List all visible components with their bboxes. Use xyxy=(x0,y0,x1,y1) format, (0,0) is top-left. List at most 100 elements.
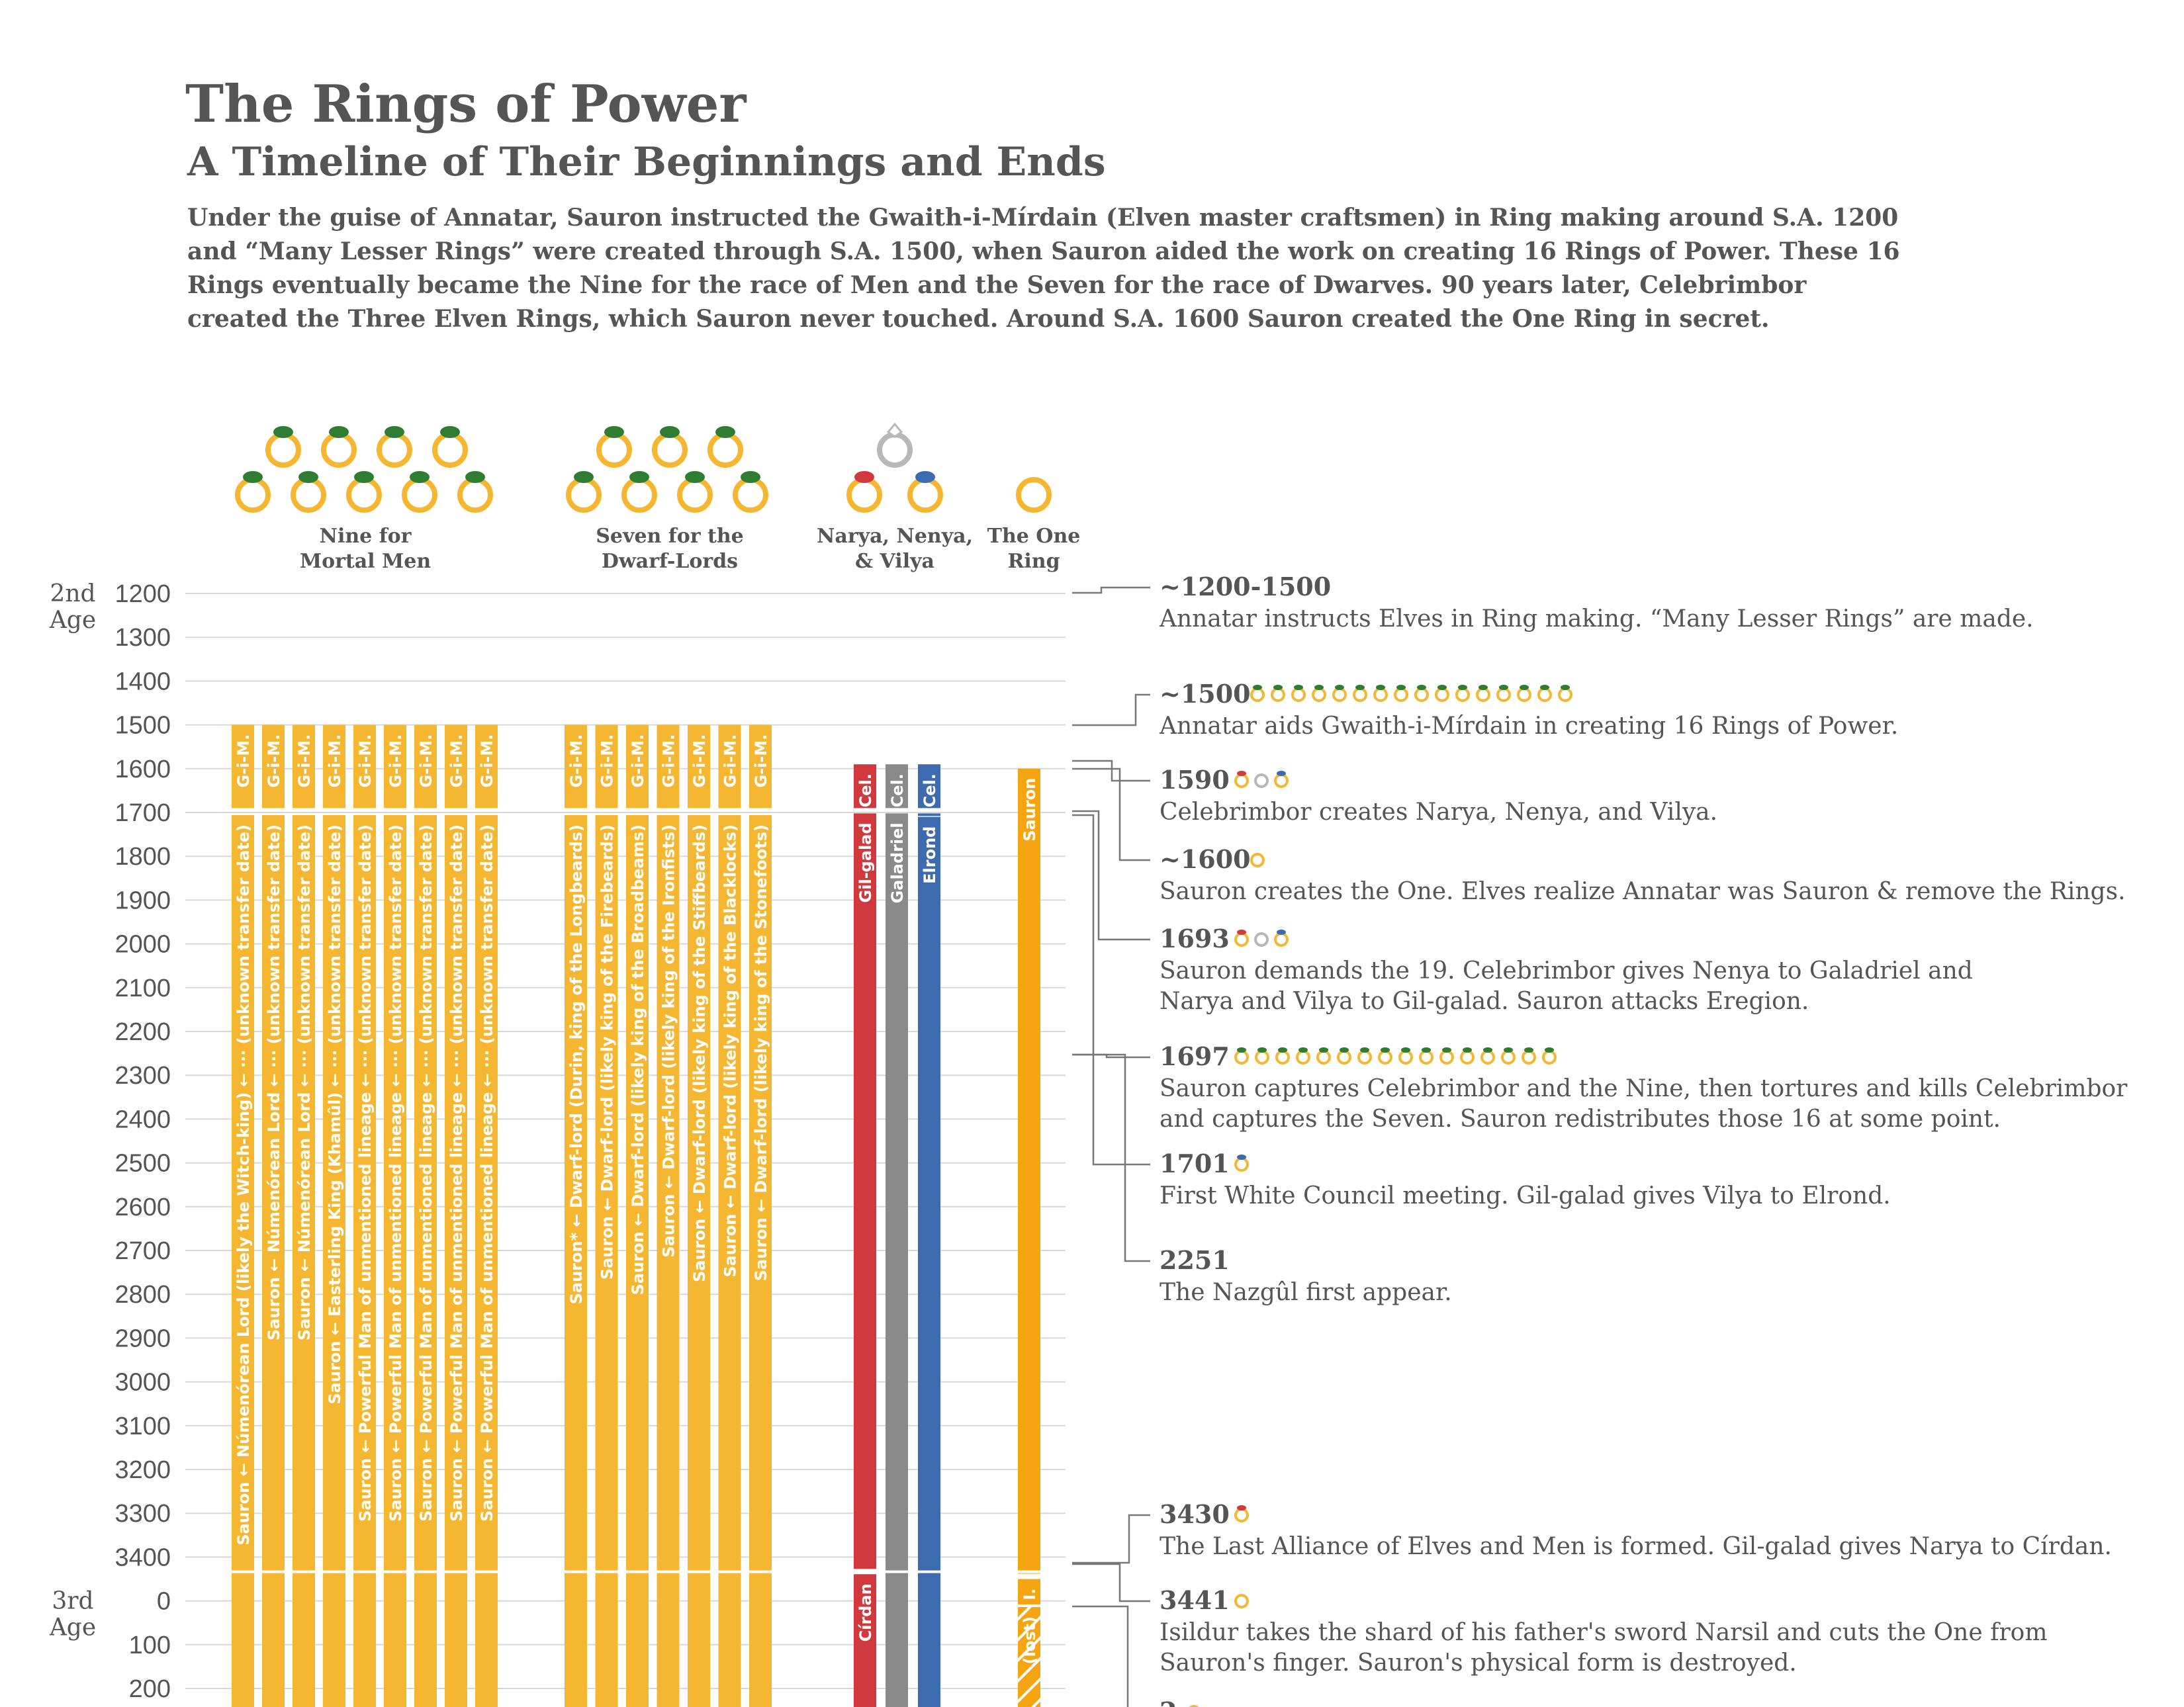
ring-holder-label: Sauron ← Dwarf-lord (likely king of the … xyxy=(752,824,770,1281)
event-description: The Nazgûl first appear. xyxy=(1160,1279,1452,1306)
y-tick-label: 2000 xyxy=(114,931,171,959)
ring-gem xyxy=(329,426,349,438)
age-gap xyxy=(655,1570,681,1573)
ring-bar-segment xyxy=(262,815,285,1707)
ring-bar-segment xyxy=(854,764,876,809)
y-tick-label: 200 xyxy=(129,1675,171,1703)
age-gap xyxy=(230,1570,255,1573)
small-ring-gem xyxy=(1253,685,1262,690)
ring-band xyxy=(432,432,468,468)
small-ring-icon xyxy=(1250,853,1265,867)
event-year: 3441 xyxy=(1160,1585,1230,1615)
intro-paragraph: Under the guise of Annatar, Sauron instr… xyxy=(187,204,1900,333)
ring-holder-label: Cel. xyxy=(921,773,939,807)
small-ring-icon xyxy=(1271,687,1285,702)
ring-bar-segment xyxy=(595,724,618,809)
ring-holder-label: G-i-M. xyxy=(387,734,405,788)
event-year: 1697 xyxy=(1160,1041,1230,1071)
ring-band xyxy=(846,477,882,513)
small-ring-gem xyxy=(1499,685,1508,690)
small-ring-icon xyxy=(1234,773,1249,788)
ring-band xyxy=(377,432,412,468)
group-label: & Vilya xyxy=(855,550,934,573)
ring-bar-segment xyxy=(688,724,710,809)
small-ring-gem xyxy=(1463,1047,1472,1053)
small-ring-icon xyxy=(1353,687,1367,702)
ring-bar-segment xyxy=(262,724,285,809)
small-ring-gem xyxy=(1237,1155,1246,1160)
small-ring-icon xyxy=(1337,1050,1351,1065)
ring-bar-segment xyxy=(323,724,345,809)
age-label: Age xyxy=(49,607,96,634)
event-connector xyxy=(1072,1514,1150,1564)
small-ring-gem xyxy=(1422,1047,1431,1053)
ring-band xyxy=(235,477,271,513)
ring-holder-label: G-i-M. xyxy=(567,734,586,788)
ring-bar-segment xyxy=(626,815,649,1707)
gold-ring-green-gem-icon xyxy=(432,426,468,468)
small-ring-gem xyxy=(1278,1047,1287,1053)
ring-gem xyxy=(385,426,404,438)
small-ring-gem xyxy=(1437,685,1447,690)
small-ring-icon xyxy=(1332,687,1347,702)
small-ring-icon xyxy=(1501,1050,1516,1065)
small-ring-icon xyxy=(1522,1050,1536,1065)
ring-bar-segment xyxy=(595,815,618,1707)
ring-gem xyxy=(410,471,430,483)
ring-holder-label: I. xyxy=(1021,1589,1039,1600)
y-tick-label: 1500 xyxy=(114,712,171,740)
ring-bar-segment xyxy=(353,724,376,809)
age-gap xyxy=(413,1570,438,1573)
small-ring-icon xyxy=(1496,687,1511,702)
small-ring-icon xyxy=(1460,1050,1475,1065)
ring-holder-label: G-i-M. xyxy=(752,734,770,788)
ring-bar-segment xyxy=(565,815,587,1707)
age-gap xyxy=(261,1570,286,1573)
ring-holder-label: Sauron ← Númenórean Lord (likely the Wit… xyxy=(234,824,253,1546)
small-ring-icon xyxy=(1357,1050,1372,1065)
small-ring-gem xyxy=(1335,685,1344,690)
ring-gem xyxy=(741,471,760,483)
narya-ring-icon xyxy=(846,471,882,513)
small-ring-gem xyxy=(1545,1047,1554,1053)
small-ring-icon xyxy=(1234,1157,1249,1172)
age-gap xyxy=(717,1570,743,1573)
ring-holder-label: G-i-M. xyxy=(721,734,740,788)
ring-gem xyxy=(660,426,680,438)
ring-holder-label: Sauron ← Powerful Man of unmentioned lin… xyxy=(356,824,375,1522)
ring-bar-segment xyxy=(353,815,376,1707)
small-ring-icon xyxy=(1419,1050,1433,1065)
ring-gem xyxy=(685,471,705,483)
small-ring-icon xyxy=(1255,1050,1269,1065)
ring-holder-label: G-i-M. xyxy=(417,734,435,788)
small-ring-gem xyxy=(1237,1047,1246,1053)
ring-holder-label: Sauron ← Númenórean Lord ← ··· (unknown … xyxy=(265,824,283,1340)
small-ring-icon xyxy=(1291,687,1306,702)
age-gap xyxy=(443,1570,469,1573)
ring-gem xyxy=(915,471,935,483)
age-gap xyxy=(1017,1570,1042,1573)
small-ring-gem xyxy=(1504,1047,1513,1053)
plain-gold-ring-icon xyxy=(1016,477,1052,513)
ring-gem xyxy=(273,426,293,438)
age-gap xyxy=(563,1570,588,1573)
event-description: Sauron demands the 19. Celebrimbor gives… xyxy=(1160,957,1973,985)
small-ring-icon xyxy=(1435,687,1449,702)
small-ring-gem xyxy=(1237,1505,1246,1510)
ring-bar-segment xyxy=(918,764,940,809)
event-description: First White Council meeting. Gil-galad g… xyxy=(1160,1182,1891,1209)
y-tick-label: 2600 xyxy=(114,1194,171,1221)
y-tick-label: 2500 xyxy=(114,1150,171,1178)
event-description: Annatar instructs Elves in Ring making. … xyxy=(1159,605,2034,633)
page-title: The Rings of Power xyxy=(185,74,747,134)
ring-holder-label: Círdan xyxy=(856,1583,875,1641)
ring-band xyxy=(596,432,632,468)
y-tick-label: 3200 xyxy=(114,1456,171,1484)
ring-gem xyxy=(629,471,649,483)
small-ring-gem xyxy=(1540,685,1549,690)
small-ring-gem xyxy=(1237,771,1246,776)
event-connector xyxy=(1072,767,1150,861)
ring-gem xyxy=(440,426,460,438)
y-tick-label: 1400 xyxy=(114,668,171,695)
ring-holder-label: Cel. xyxy=(856,773,875,807)
